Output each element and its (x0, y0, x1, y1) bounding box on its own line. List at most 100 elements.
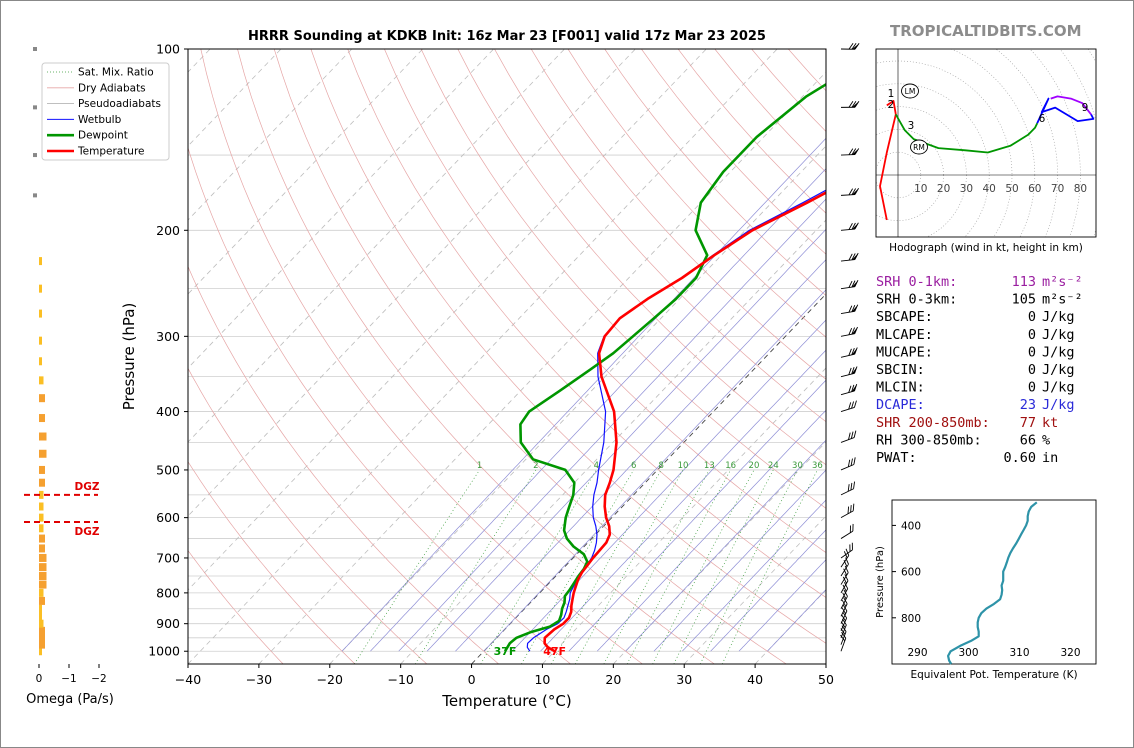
wind-barb-feather (848, 101, 854, 108)
omega-marker (33, 105, 37, 110)
wind-barb-feather (848, 348, 852, 356)
omega-bar (39, 633, 45, 642)
omega-x-tick-label: −1 (61, 673, 76, 685)
index-unit: m²s⁻² (1042, 274, 1083, 290)
omega-bar (39, 534, 45, 543)
omega-bar (39, 563, 47, 572)
wind-barb-feather (848, 402, 852, 410)
x-tick-label: −30 (246, 672, 272, 687)
wind-barb-feather (851, 43, 857, 50)
theta-e-x-tick-label: 310 (1009, 647, 1029, 659)
wind-barb (840, 383, 858, 396)
x-tick-label: 30 (676, 672, 692, 687)
dry-adiabat (200, 49, 643, 664)
omega-bar (39, 284, 42, 293)
index-label: SBCAPE: (876, 309, 933, 325)
isotherm (258, 71, 826, 664)
wind-barb-feather (851, 280, 856, 288)
wind-barb-feather (851, 367, 855, 375)
wind-barb (840, 574, 849, 594)
omega-bar (39, 449, 47, 458)
mixing-ratio-label: 2 (533, 461, 538, 471)
wind-barb (840, 326, 858, 337)
isotherm (471, 293, 826, 664)
index-value: 113 (1012, 274, 1036, 290)
wind-barb (840, 523, 854, 539)
omega-marker (33, 47, 37, 51)
wind-barb-feather (845, 557, 849, 565)
index-unit: J/kg (1042, 362, 1075, 378)
index-value: 0 (1028, 344, 1036, 360)
wind-barb-staff (840, 603, 848, 617)
moist-adiabat (625, 439, 826, 652)
index-value: 105 (1012, 292, 1036, 308)
wind-barb (840, 100, 860, 108)
omega-bar (39, 580, 47, 589)
wind-barb-staff (840, 555, 850, 568)
wind-barb-feather (851, 188, 856, 195)
wind-barb (840, 457, 856, 471)
moist-adiabat (455, 259, 826, 652)
theta-e-x-tick-label: 290 (907, 647, 927, 659)
wind-barb-staff (840, 488, 854, 496)
hodo-ring-label: 50 (1005, 183, 1018, 195)
legend-entry: Temperature (77, 146, 145, 158)
hodo-trace (879, 100, 897, 221)
hodo-height-label: 6 (1039, 113, 1046, 125)
indices-panel: SRH 0-1km: 113 m²s⁻² SRH 0-3km: 105 m²s⁻² SBCA… (876, 274, 1083, 466)
isotherm (188, 49, 636, 517)
wind-barb-feather (844, 574, 849, 581)
mixing-ratio-label: 6 (631, 461, 636, 471)
omega-bar (39, 588, 44, 597)
omega-bar (39, 524, 44, 533)
hodo-height-label: 9 (1082, 102, 1089, 114)
wind-barb (840, 632, 847, 652)
y-tick-label: 300 (156, 329, 180, 344)
mixing-ratio-line (550, 469, 662, 664)
omega-bar (39, 596, 45, 605)
index-value: 23 (1020, 397, 1036, 413)
y-tick-label: 800 (156, 585, 180, 600)
wind-barb-staff (840, 588, 849, 602)
wind-barb-feather (851, 542, 853, 550)
wind-barb-feather (845, 548, 850, 556)
theta-e-chart: 290 300 310 320 400 600 800 Equivalent Pot. Tem… (875, 499, 1097, 681)
index-label: MUCAPE: (876, 344, 933, 360)
wind-barb-feather (847, 484, 850, 492)
theta-e-line (947, 501, 1038, 665)
surface-dewpoint-label: 37F (494, 645, 517, 658)
wind-barb-staff (840, 372, 855, 378)
wind-barb (840, 42, 860, 50)
storm-motion-marker (910, 139, 928, 155)
wind-barb-staff (840, 572, 849, 585)
mixing-ratio-line (673, 469, 774, 664)
hodo-frame (875, 48, 1097, 238)
wind-barb (840, 280, 859, 290)
wind-barb-staff (840, 259, 855, 262)
dgz-label: DGZ (75, 526, 100, 538)
omega-bar (39, 465, 45, 474)
x-tick-label: 0 (468, 672, 476, 687)
theta-e-frame (891, 499, 1097, 665)
omega-bar (39, 490, 44, 499)
wind-barb-staff (840, 624, 847, 638)
surface-temp-label: 47F (543, 645, 566, 658)
wind-barb-feather (850, 505, 852, 513)
x-tick-label: 10 (534, 672, 550, 687)
hodo-ring-label: 40 (983, 183, 996, 195)
omega-chart: DGZ DGZ 0 −1 −2 Omega (Pa/s) (24, 47, 114, 707)
omega-bar (39, 640, 45, 649)
wind-barb-feather (848, 367, 852, 375)
mixing-ratio-line (414, 469, 537, 664)
wind-barb-feather (854, 222, 859, 230)
omega-axis-label: Omega (Pa/s) (26, 692, 114, 707)
index-label: SHR 200-850mb: (876, 415, 990, 431)
wind-barb-feather (851, 100, 857, 108)
wind-barb (840, 481, 855, 496)
wind-barb-feather (849, 544, 851, 552)
dry-adiabat (188, 549, 284, 664)
moist-adiabat (568, 379, 826, 652)
hodo-plot-area (876, 49, 1096, 237)
dry-adiabat (188, 461, 356, 664)
wind-barb (840, 503, 855, 519)
